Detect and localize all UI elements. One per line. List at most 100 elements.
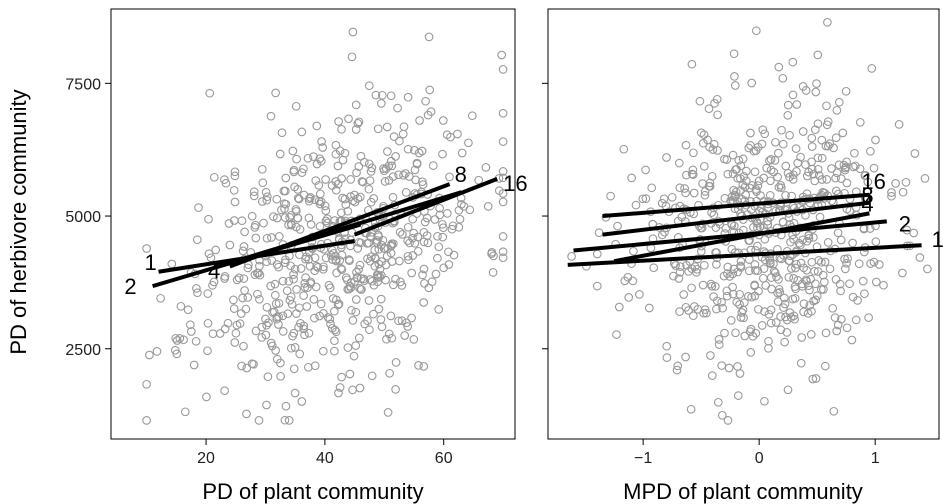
data-point xyxy=(680,184,689,193)
data-point xyxy=(782,315,792,325)
data-point xyxy=(395,256,404,266)
data-point xyxy=(262,233,272,243)
data-point xyxy=(687,59,697,69)
data-point xyxy=(448,221,458,231)
data-point xyxy=(764,336,773,346)
data-point xyxy=(782,328,792,337)
data-point xyxy=(805,285,814,295)
data-point xyxy=(375,264,385,274)
data-point xyxy=(288,146,298,156)
data-point xyxy=(156,293,165,303)
data-point xyxy=(742,166,751,176)
data-point xyxy=(152,347,162,356)
data-point xyxy=(430,215,440,224)
data-point xyxy=(631,200,641,210)
data-point xyxy=(394,316,403,326)
data-point xyxy=(403,144,413,154)
data-point xyxy=(915,253,925,262)
data-point xyxy=(709,210,719,220)
data-point xyxy=(238,293,247,303)
data-point xyxy=(746,128,755,138)
data-point xyxy=(874,260,884,269)
data-point xyxy=(414,148,424,158)
data-point xyxy=(343,343,353,352)
data-point xyxy=(408,214,418,224)
data-point xyxy=(289,274,298,284)
data-point xyxy=(765,190,775,200)
y-tick-label: 5000 xyxy=(65,209,101,226)
y-axis-ticks: 2500 5000 7500 xyxy=(65,76,111,359)
data-point xyxy=(251,233,261,243)
data-point xyxy=(783,385,793,395)
data-point xyxy=(776,312,785,321)
data-point xyxy=(202,392,211,402)
data-point xyxy=(835,279,845,289)
data-point xyxy=(774,62,784,72)
data-point xyxy=(291,101,301,111)
data-point xyxy=(717,361,727,370)
data-point xyxy=(229,185,239,195)
data-point xyxy=(751,328,761,338)
data-point xyxy=(498,247,508,257)
data-point xyxy=(498,253,508,263)
data-point xyxy=(729,49,739,59)
data-point xyxy=(688,165,698,175)
data-point xyxy=(383,147,392,156)
data-point xyxy=(743,292,753,301)
data-point xyxy=(898,268,907,278)
data-point xyxy=(775,288,785,297)
regression-line-1 xyxy=(567,243,922,267)
data-point xyxy=(827,164,836,173)
data-point xyxy=(725,272,735,281)
data-point xyxy=(789,170,798,180)
data-point xyxy=(714,340,724,349)
data-point xyxy=(845,279,854,289)
data-point xyxy=(766,318,776,328)
data-point xyxy=(867,64,877,73)
data-point xyxy=(848,292,858,302)
data-point xyxy=(783,100,793,110)
data-point xyxy=(262,400,271,410)
data-point xyxy=(498,173,508,183)
data-point xyxy=(712,260,721,269)
data-point xyxy=(295,225,305,234)
data-point xyxy=(834,97,844,107)
data-point xyxy=(754,176,764,186)
data-point xyxy=(367,276,377,286)
data-point xyxy=(681,302,691,312)
data-point xyxy=(349,351,359,361)
data-point xyxy=(487,247,497,257)
data-point xyxy=(851,161,860,171)
data-point xyxy=(791,259,801,269)
data-point xyxy=(283,309,293,319)
data-point xyxy=(727,220,737,230)
data-point xyxy=(203,318,213,328)
data-point xyxy=(814,256,824,265)
data-point xyxy=(799,307,808,317)
data-point xyxy=(300,330,309,340)
data-point xyxy=(318,346,328,356)
data-point xyxy=(236,309,246,318)
data-point xyxy=(395,136,404,146)
data-point xyxy=(257,197,267,206)
data-point xyxy=(289,364,299,374)
data-point xyxy=(592,249,602,259)
data-point xyxy=(413,246,423,256)
data-point xyxy=(257,322,267,332)
data-point xyxy=(760,234,770,244)
data-point xyxy=(330,346,339,356)
data-point xyxy=(310,361,320,371)
data-point xyxy=(464,138,473,148)
data-point xyxy=(386,248,396,258)
data-point xyxy=(142,416,151,425)
data-point xyxy=(335,383,345,392)
x-tick-label: 40 xyxy=(316,450,334,467)
data-point xyxy=(291,207,301,216)
data-point xyxy=(355,283,364,293)
data-point xyxy=(447,224,457,234)
data-point xyxy=(398,230,407,239)
regression-line-8 xyxy=(602,200,870,237)
data-point xyxy=(690,302,699,311)
data-point xyxy=(758,273,768,283)
data-point xyxy=(370,245,380,255)
